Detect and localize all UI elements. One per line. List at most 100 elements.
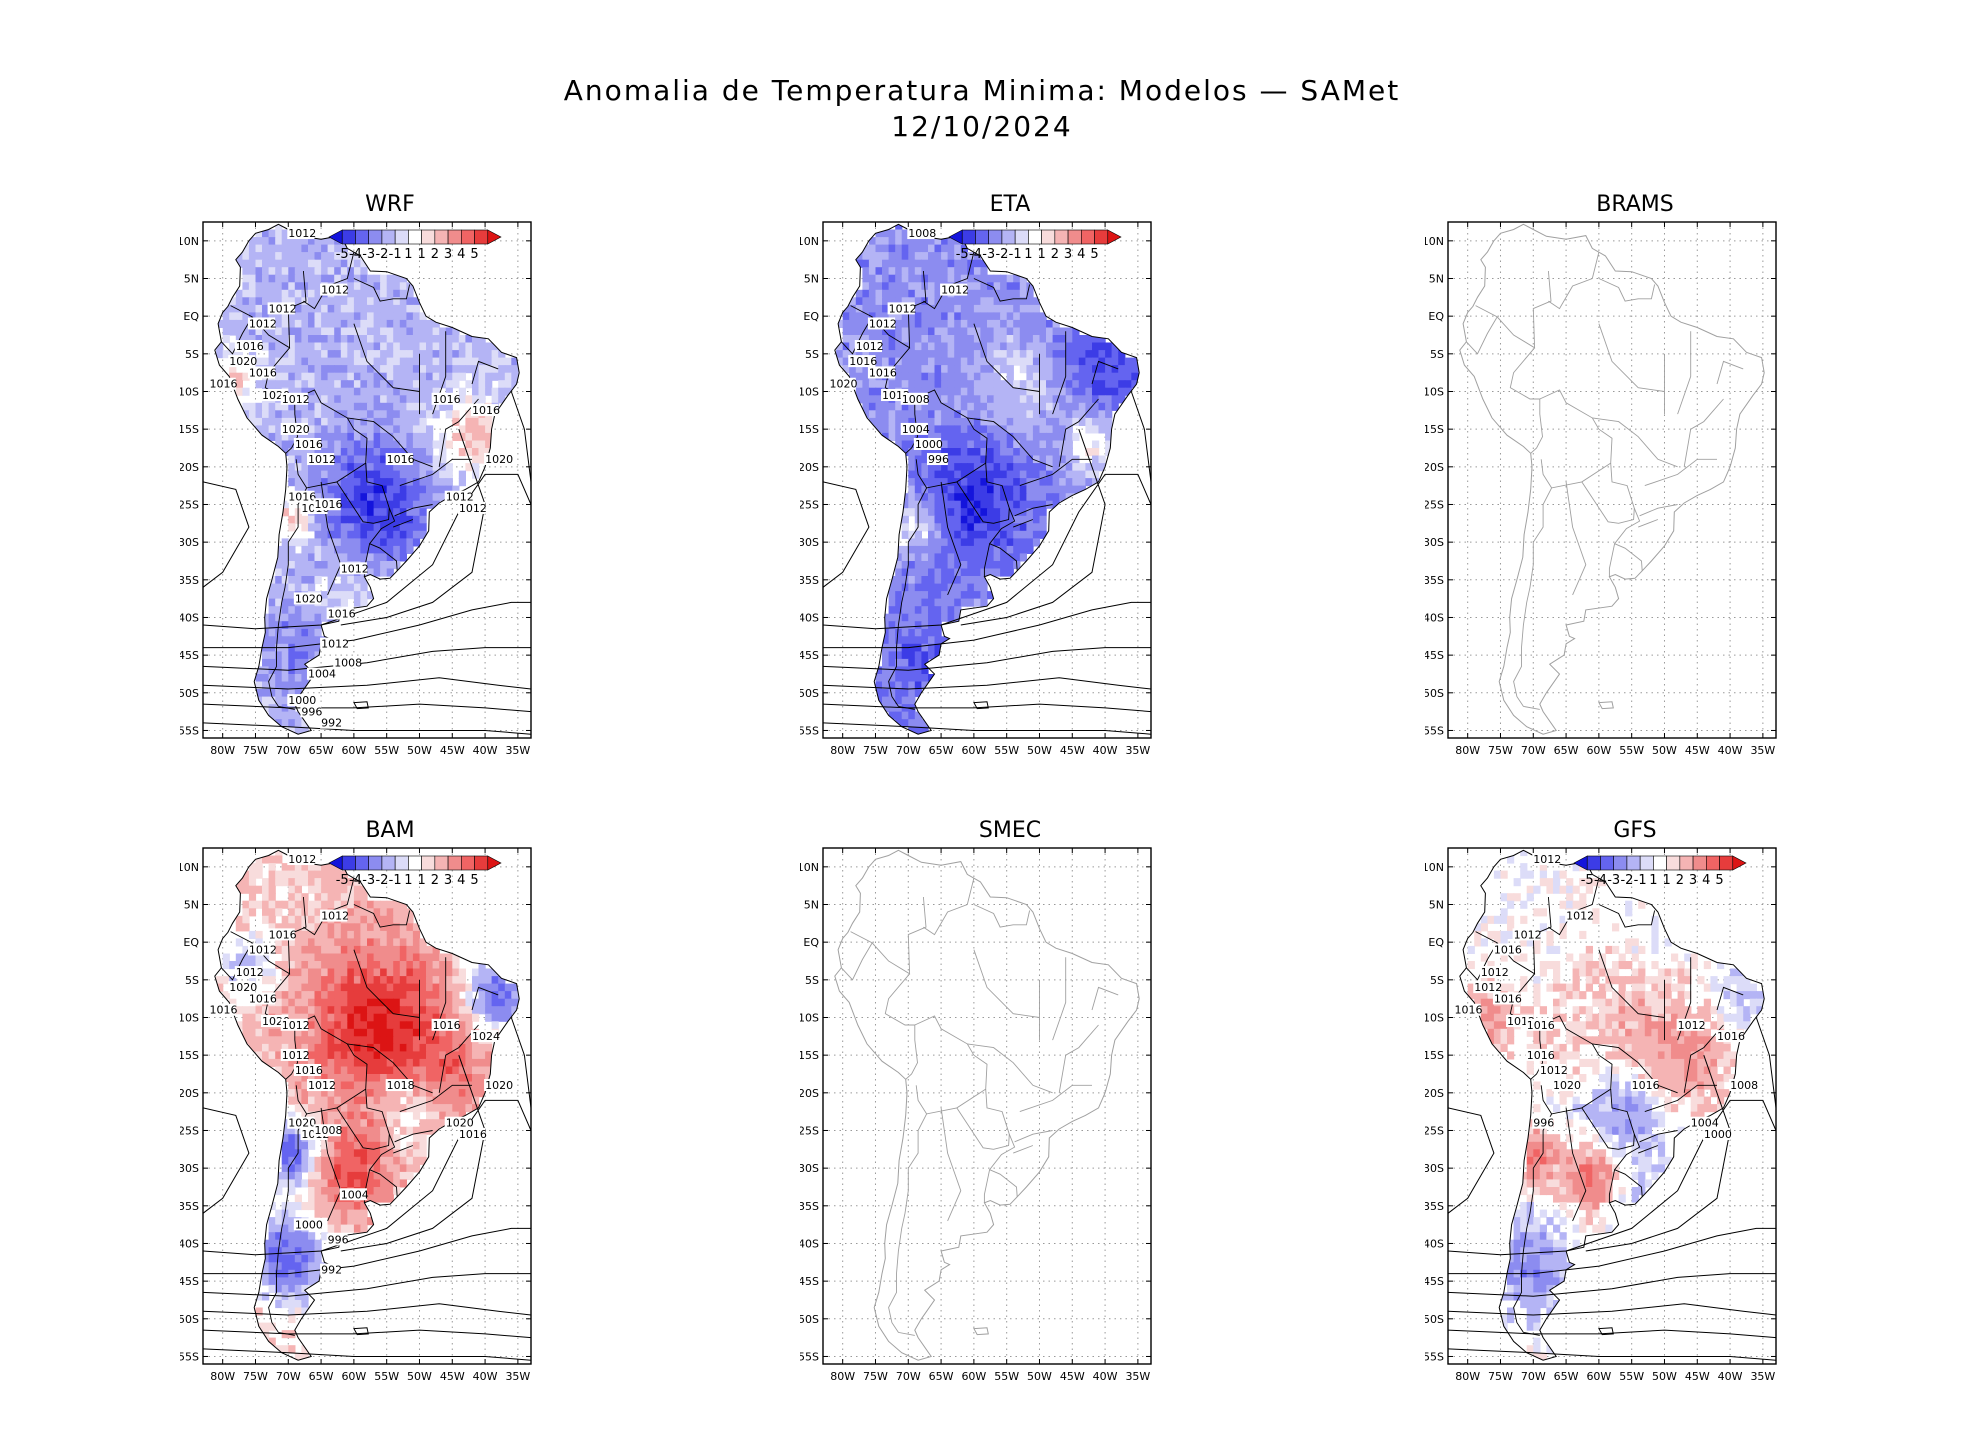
lon-tick-label: 70W [1521, 744, 1546, 757]
colorbar-tick-label: 3 [444, 247, 452, 262]
isobar-label: 996 [928, 453, 949, 466]
lat-tick-label: 15S [800, 423, 819, 436]
isobar-label: 996 [301, 705, 322, 718]
colorbar-tick-label: 2 [1676, 873, 1684, 888]
isobar-label: 1016 [315, 498, 343, 511]
isobar-label: 1016 [1494, 943, 1522, 956]
lat-tick-label: 10S [1425, 385, 1444, 398]
lat-tick-label: 55S [800, 1350, 819, 1363]
lat-tick-label: 5S [805, 348, 819, 361]
isobar-label: 1012 [236, 966, 264, 979]
lon-tick-label: 50W [1027, 1370, 1052, 1383]
lat-tick-label: 55S [1425, 724, 1444, 737]
lon-tick-label: 50W [407, 1370, 432, 1383]
lat-tick-label: 5N [184, 898, 199, 911]
lat-tick-label: 25S [800, 498, 819, 511]
isobar-label: 1012 [269, 302, 297, 315]
lon-tick-label: 70W [276, 1370, 301, 1383]
isobar-label: 1020 [830, 378, 858, 391]
lat-tick-label: 50S [1425, 687, 1444, 700]
isobar-label: 1012 [282, 1019, 310, 1032]
isobar-label: 1012 [321, 638, 349, 651]
colorbar-tick-label: 1 [1649, 873, 1657, 888]
isobar-label: 1016 [472, 404, 500, 417]
lat-tick-label: 15S [180, 423, 199, 436]
lat-tick-label: 35S [1425, 1200, 1444, 1213]
lon-tick-label: 75W [1488, 744, 1513, 757]
colorbar-tick-label: 1 [417, 873, 425, 888]
colorbar-tick-label: -3 [362, 247, 375, 262]
isobar-label: 1000 [915, 438, 943, 451]
lat-tick-label: 55S [180, 1350, 199, 1363]
lat-tick-label: 30S [180, 536, 199, 549]
lat-tick-label: 20S [1425, 461, 1444, 474]
lat-tick-label: 15S [180, 1049, 199, 1062]
lat-tick-label: 45S [800, 1275, 819, 1288]
colorbar-tick-label: 5 [470, 247, 478, 262]
lat-tick-label: 5S [805, 974, 819, 987]
lat-tick-label: 10N [180, 861, 199, 874]
isobar-label: 1012 [321, 910, 349, 923]
isobar-label: 1020 [1553, 1079, 1581, 1092]
isobar-label: 1012 [1481, 966, 1509, 979]
colorbar-tick-label: -5 [1581, 873, 1594, 888]
figure-title: Anomalia de Temperatura Minima: Modelos … [0, 74, 1964, 107]
colorbar-tick-label: 2 [431, 873, 439, 888]
lon-tick-label: 55W [994, 744, 1019, 757]
lon-tick-label: 40W [473, 1370, 498, 1383]
isobar-label: 1016 [459, 1128, 487, 1141]
colorbar-tick-label: -4 [349, 873, 362, 888]
lat-tick-label: 35S [800, 574, 819, 587]
lat-tick-label: 15S [1425, 423, 1444, 436]
isobar-label: 1016 [328, 607, 356, 620]
colorbar-tick-label: -2 [1620, 873, 1633, 888]
lon-tick-label: 65W [1554, 744, 1579, 757]
lat-tick-label: 30S [800, 1162, 819, 1175]
colorbar-tick-label: 1 [1024, 247, 1032, 262]
colorbar-tick-label: -5 [336, 247, 349, 262]
lon-tick-label: 75W [243, 1370, 268, 1383]
lat-tick-label: 55S [180, 724, 199, 737]
isobar-label: 1012 [1678, 1019, 1706, 1032]
colorbar-tick-label: 1 [404, 873, 412, 888]
lat-tick-label: 25S [1425, 498, 1444, 511]
lat-tick-label: 30S [180, 1162, 199, 1175]
lat-tick-label: 10S [180, 1011, 199, 1024]
lat-tick-label: 20S [180, 461, 199, 474]
colorbar-tick-label: 2 [1051, 247, 1059, 262]
colorbar-tick-label: -3 [362, 873, 375, 888]
lon-tick-label: 50W [1652, 744, 1677, 757]
lat-tick-label: 40S [800, 611, 819, 624]
map-plot: 1012101210121016101210121016101610121016… [1425, 818, 1845, 1438]
lon-tick-label: 80W [1455, 744, 1480, 757]
lat-tick-label: 20S [800, 461, 819, 474]
lon-tick-label: 80W [830, 1370, 855, 1383]
colorbar-tick-label: -4 [349, 247, 362, 262]
colorbar-tick-label: -1 [1009, 247, 1022, 262]
lon-tick-label: 60W [1586, 1370, 1611, 1383]
lat-tick-label: 45S [180, 1275, 199, 1288]
lat-tick-label: 5S [185, 974, 199, 987]
lon-tick-label: 65W [929, 1370, 954, 1383]
isobar-label: 1012 [1514, 928, 1542, 941]
lat-tick-label: 35S [1425, 574, 1444, 587]
lat-tick-label: 25S [180, 498, 199, 511]
lat-tick-label: 10N [1425, 235, 1444, 248]
lat-tick-label: 30S [800, 536, 819, 549]
lat-tick-label: EQ [803, 936, 819, 949]
isobar-label: 1016 [236, 340, 264, 353]
lat-tick-label: 35S [180, 1200, 199, 1213]
isobar-label: 1012 [869, 317, 897, 330]
colorbar-tick-label: 3 [444, 873, 452, 888]
lon-tick-label: 60W [961, 744, 986, 757]
lat-tick-label: 40S [180, 1237, 199, 1250]
isobar-label: 1012 [1533, 853, 1561, 866]
coastline [1460, 224, 1764, 734]
lon-tick-label: 75W [243, 744, 268, 757]
lat-tick-label: 30S [1425, 536, 1444, 549]
isobar-label: 996 [1533, 1117, 1554, 1130]
